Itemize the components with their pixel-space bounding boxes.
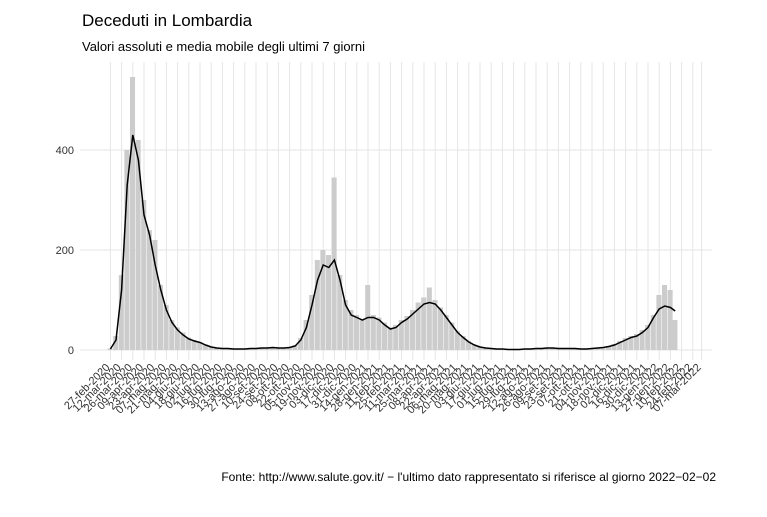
bar: [331, 177, 337, 350]
bar: [208, 346, 214, 350]
bar: [264, 348, 270, 350]
y-tick-label: 200: [56, 245, 74, 257]
bar: [326, 255, 332, 350]
bar: [606, 346, 612, 350]
bar: [639, 330, 645, 350]
bar: [292, 345, 298, 350]
bar: [454, 331, 460, 350]
bar: [398, 320, 404, 350]
moving-average-line: [109, 134, 676, 351]
bar: [124, 150, 130, 350]
bar: [656, 295, 662, 350]
bar: [382, 322, 388, 350]
bar: [600, 347, 606, 350]
bar: [443, 315, 449, 350]
bar: [314, 260, 320, 350]
bar: [482, 347, 488, 350]
bar: [387, 327, 393, 350]
bar: [135, 140, 141, 350]
bar: [202, 344, 208, 350]
bar: [645, 325, 651, 350]
bar: [404, 316, 410, 350]
bar: [471, 344, 477, 350]
bar: [152, 240, 158, 350]
bar: [432, 300, 438, 350]
bar: [544, 348, 550, 350]
bar: [337, 275, 343, 350]
bar: [107, 348, 113, 350]
chart-title: Deceduti in Lombardia: [82, 11, 253, 30]
bar: [342, 300, 348, 350]
bar: [617, 341, 623, 350]
bar: [426, 287, 432, 350]
bar: [393, 325, 399, 350]
bar: [650, 315, 656, 350]
bar: [672, 320, 678, 350]
bar: [286, 347, 292, 350]
chart-subtitle: Valori assoluti e media mobile degli ult…: [82, 39, 365, 54]
bar: [354, 315, 360, 350]
bar: [466, 341, 472, 350]
bar: [130, 77, 136, 350]
bar: [359, 319, 365, 350]
bar: [270, 347, 276, 350]
bar: [191, 340, 197, 350]
bar: [477, 346, 483, 350]
bar: [163, 305, 169, 350]
bar: [180, 332, 186, 350]
bar: [438, 307, 444, 350]
bar: [460, 336, 466, 350]
bar: [662, 285, 668, 350]
bar: [376, 317, 382, 350]
bar: [169, 320, 175, 350]
caption: Fonte: http://www.salute.gov.it/ − l'ult…: [221, 470, 716, 484]
bar: [118, 275, 124, 350]
bar: [158, 285, 164, 350]
bar: [611, 344, 617, 350]
bar: [415, 302, 421, 350]
bar: [309, 295, 315, 350]
bar: [281, 348, 287, 350]
y-tick-label: 400: [56, 145, 74, 157]
bar: [303, 320, 309, 350]
bar: [370, 315, 376, 350]
bar: [622, 338, 628, 350]
bar: [634, 334, 640, 350]
bar: [320, 250, 326, 350]
bar: [348, 310, 354, 350]
bar: [628, 336, 634, 350]
bar: [113, 336, 119, 350]
bar: [174, 327, 180, 350]
bar: [186, 337, 192, 350]
bar: [410, 310, 416, 350]
bar: [298, 338, 304, 350]
y-tick-label: 0: [68, 345, 74, 357]
bar: [667, 290, 673, 350]
bar: [141, 200, 147, 350]
bar: [449, 322, 455, 350]
bar: [214, 347, 220, 350]
bar: [421, 297, 427, 350]
bar: [146, 230, 152, 350]
bar: [275, 347, 281, 350]
bar: [197, 342, 203, 350]
